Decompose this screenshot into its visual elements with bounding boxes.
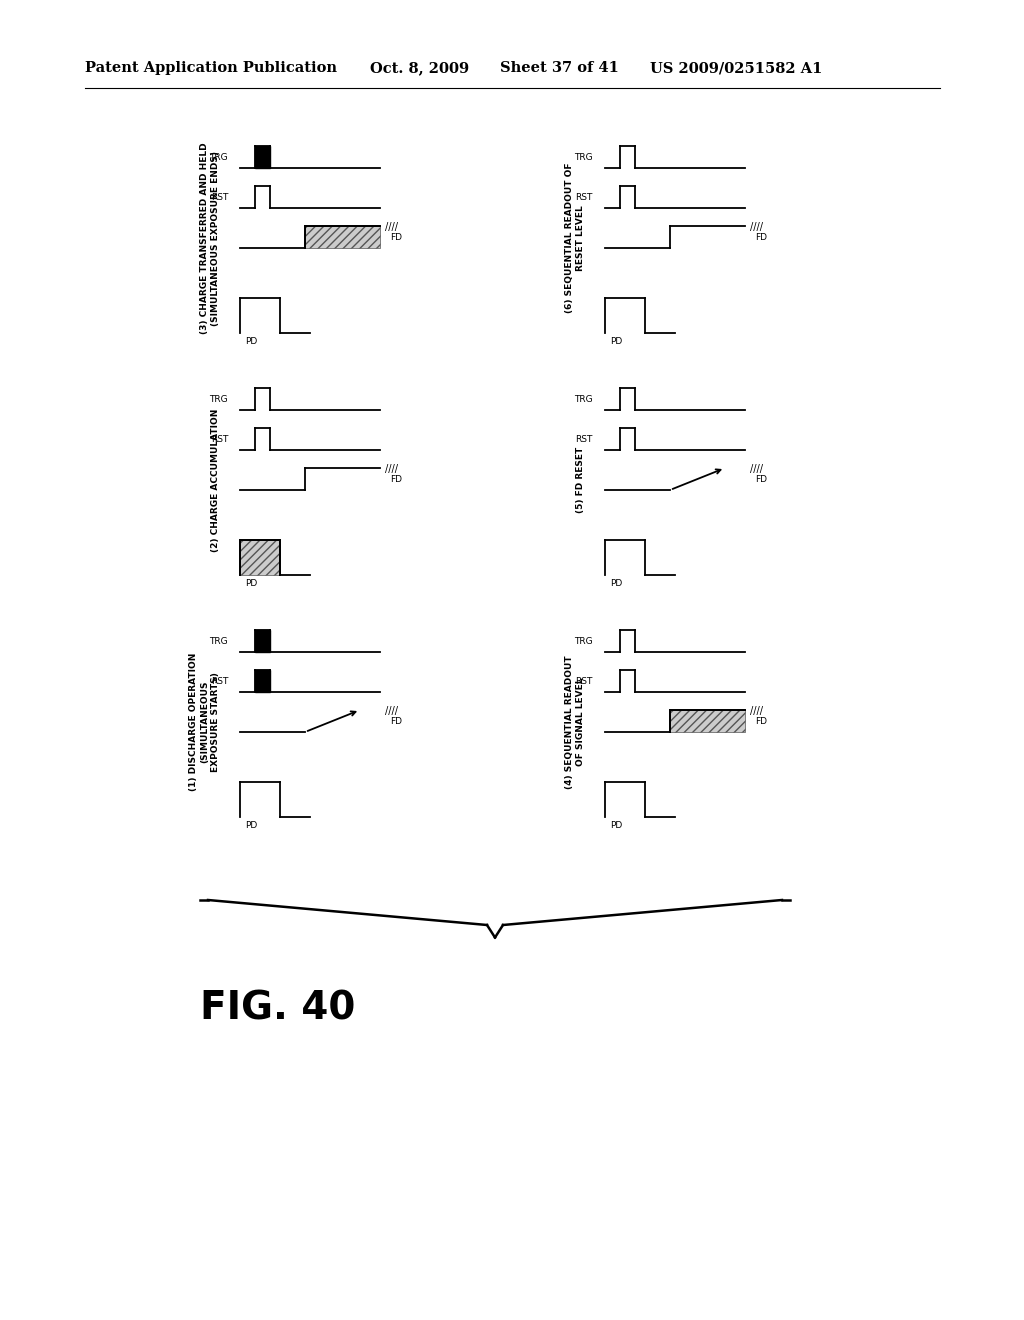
Text: FD: FD: [755, 717, 767, 726]
Text: FD: FD: [390, 717, 402, 726]
Text: (4) SEQUENTIAL READOUT
OF SIGNAL LEVEL: (4) SEQUENTIAL READOUT OF SIGNAL LEVEL: [565, 655, 585, 789]
Text: ////: ////: [750, 222, 763, 232]
Text: TRG: TRG: [574, 636, 593, 645]
Polygon shape: [305, 226, 380, 248]
Text: ////: ////: [385, 465, 398, 474]
Text: US 2009/0251582 A1: US 2009/0251582 A1: [650, 61, 822, 75]
Text: PD: PD: [245, 821, 257, 830]
Text: RST: RST: [575, 193, 593, 202]
Text: ////: ////: [750, 465, 763, 474]
Text: TRG: TRG: [574, 395, 593, 404]
Text: (6) SEQUENTIAL READOUT OF
RESET LEVEL: (6) SEQUENTIAL READOUT OF RESET LEVEL: [565, 162, 585, 313]
Text: (3) CHARGE TRANSFERRED AND HELD
(SIMULTANEOUS EXPOSURE ENDS): (3) CHARGE TRANSFERRED AND HELD (SIMULTA…: [200, 143, 220, 334]
Text: (1) DISCHARGE OPERATION
(SIMULTANEOUS
EXPOSURE STARTS): (1) DISCHARGE OPERATION (SIMULTANEOUS EX…: [188, 653, 220, 791]
Text: FD: FD: [755, 474, 767, 483]
Text: TRG: TRG: [574, 153, 593, 161]
Text: Sheet 37 of 41: Sheet 37 of 41: [500, 61, 618, 75]
Text: TRG: TRG: [209, 636, 228, 645]
Text: RST: RST: [211, 676, 228, 685]
Text: RST: RST: [211, 193, 228, 202]
Text: (5) FD RESET: (5) FD RESET: [575, 447, 585, 513]
Text: FIG. 40: FIG. 40: [200, 990, 355, 1028]
Text: Patent Application Publication: Patent Application Publication: [85, 61, 337, 75]
Text: ////: ////: [750, 706, 763, 715]
Polygon shape: [255, 147, 270, 168]
Text: PD: PD: [610, 337, 623, 346]
Text: FD: FD: [390, 232, 402, 242]
Text: PD: PD: [245, 337, 257, 346]
Text: PD: PD: [610, 821, 623, 830]
Text: TRG: TRG: [209, 395, 228, 404]
Polygon shape: [255, 630, 270, 652]
Polygon shape: [255, 671, 270, 692]
Polygon shape: [670, 710, 745, 733]
Text: (2) CHARGE ACCUMULATION: (2) CHARGE ACCUMULATION: [211, 408, 220, 552]
Text: FD: FD: [755, 232, 767, 242]
Polygon shape: [240, 540, 280, 576]
Text: RST: RST: [211, 434, 228, 444]
Text: ////: ////: [385, 706, 398, 715]
Text: TRG: TRG: [209, 153, 228, 161]
Text: RST: RST: [575, 676, 593, 685]
Text: ////: ////: [385, 222, 398, 232]
Text: RST: RST: [575, 434, 593, 444]
Text: FD: FD: [390, 474, 402, 483]
Text: Oct. 8, 2009: Oct. 8, 2009: [370, 61, 469, 75]
Text: PD: PD: [245, 579, 257, 587]
Text: PD: PD: [610, 579, 623, 587]
